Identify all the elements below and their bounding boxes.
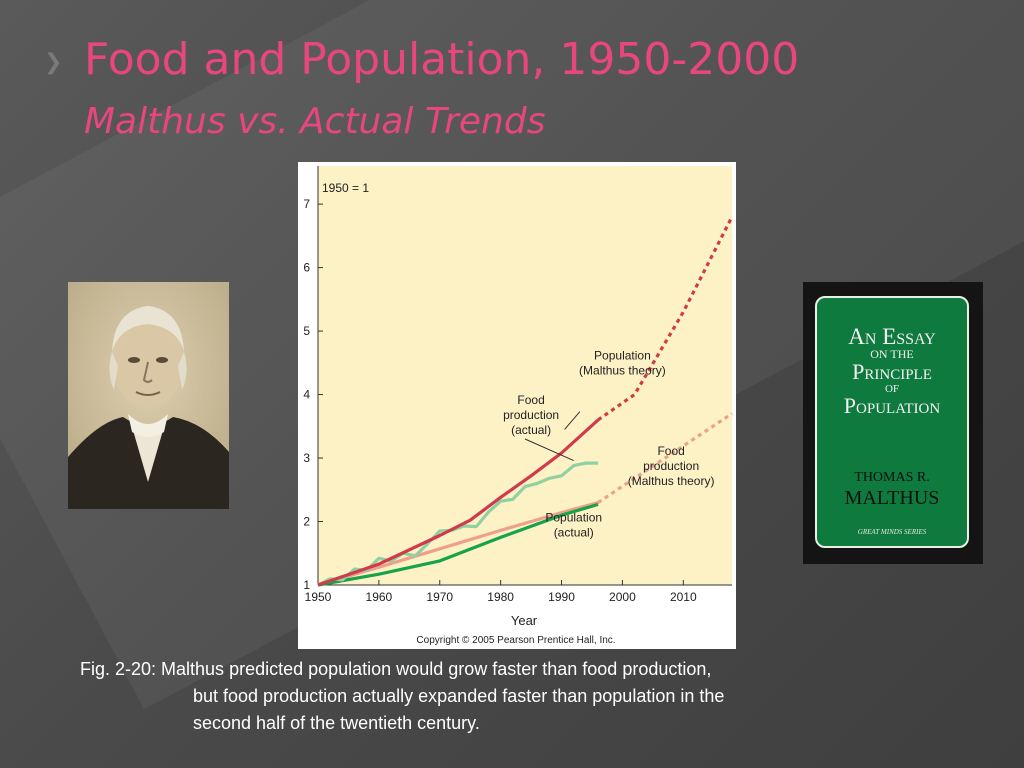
series-label-line: Food — [657, 444, 684, 458]
series-label-line: (Malthus theory) — [628, 474, 715, 488]
series-projection-pop_malthus — [597, 216, 734, 422]
book-title: An Essay on the Principle of Population — [817, 324, 967, 418]
x-tick-label: 2000 — [609, 590, 636, 604]
series-projection-food_malthus — [597, 412, 733, 504]
y-tick-label: 5 — [303, 324, 310, 338]
series-label-line: production — [643, 459, 699, 473]
series-label-line: Food — [517, 393, 544, 407]
book-title-line: Population — [843, 393, 941, 418]
book-author-line: MALTHUS — [844, 487, 940, 509]
book-author-line: THOMAS R. — [854, 470, 930, 485]
x-tick-label: 1960 — [366, 590, 393, 604]
series-label-food_actual: Food production (actual) — [503, 393, 559, 437]
series-label-line: (Malthus theory) — [579, 364, 666, 378]
y-tick-label: 1 — [303, 578, 310, 592]
book-series: GREAT MINDS SERIES — [857, 528, 927, 536]
book-title-line: of — [884, 383, 900, 395]
caption-line: second half of the twentieth century. — [193, 713, 480, 733]
book-title-line: on the — [870, 347, 914, 361]
y-tick-label: 3 — [303, 451, 310, 465]
series-label-pop_actual: Population (actual) — [545, 511, 602, 540]
chart-axes: 1 2 3 4 5 6 7 1950 1960 1970 1980 1990 2000 2010 — [303, 166, 732, 604]
slide-title: Food and Population, 1950-2000 — [84, 34, 800, 85]
series-label-line: Population — [545, 511, 602, 525]
x-tick-label: 1970 — [426, 590, 453, 604]
y-tick-label: 6 — [303, 261, 310, 275]
malthus-portrait — [68, 282, 229, 509]
x-tick-label: 2010 — [670, 590, 697, 604]
food-population-chart: 1 2 3 4 5 6 7 1950 1960 1970 1980 1990 2000 2010 Popu… — [298, 162, 736, 649]
book-title-line: An Essay — [848, 324, 936, 349]
x-tick-label: 1980 — [487, 590, 514, 604]
chart-panel: 1 2 3 4 5 6 7 1950 1960 1970 1980 1990 2000 2010 Popu… — [298, 162, 736, 649]
chart-series — [317, 216, 734, 587]
chart-labels: Population (Malthus theory)Food production… — [503, 349, 714, 540]
caption-line: Fig. 2-20: Malthus predicted population … — [80, 659, 712, 679]
pop-malthus-pointer — [564, 411, 581, 430]
index-note: 1950 = 1 — [322, 181, 369, 195]
portrait-drawing — [68, 282, 229, 509]
figure-caption: Fig. 2-20: Malthus predicted population … — [80, 656, 940, 737]
y-tick-label: 7 — [303, 197, 310, 211]
slide-subtitle: Malthus vs. Actual Trends — [84, 101, 546, 142]
series-label-pop_malthus: Population (Malthus theory) — [579, 349, 666, 378]
x-axis-label: Year — [511, 613, 538, 628]
y-tick-label: 2 — [303, 515, 310, 529]
bullet-arrow-icon: ❯ — [44, 50, 63, 75]
book-cover-panel: An Essay on the Principle of Population … — [815, 296, 969, 548]
copyright-text: Copyright © 2005 Pearson Prentice Hall, … — [416, 635, 615, 646]
book-author: THOMAS R. MALTHUS — [817, 468, 967, 508]
plot-background — [318, 166, 732, 585]
series-line-pop_actual — [317, 502, 599, 587]
essay-book-cover: An Essay on the Principle of Population … — [803, 282, 983, 564]
x-tick-label: 1950 — [305, 590, 332, 604]
series-label-food_malthus: Food production (Malthus theory) — [628, 444, 715, 488]
series-label-line: (actual) — [511, 423, 551, 437]
x-tick-label: 1990 — [548, 590, 575, 604]
series-label-line: production — [503, 408, 559, 422]
series-label-line: Population — [594, 349, 651, 363]
y-tick-label: 4 — [303, 388, 310, 402]
book-title-line: Principle — [852, 359, 932, 384]
food-actual-pointer — [524, 438, 574, 462]
caption-line: but food production actually expanded fa… — [193, 686, 725, 706]
series-line-pop_malthus — [317, 418, 600, 587]
series-label-line: (actual) — [554, 526, 594, 540]
